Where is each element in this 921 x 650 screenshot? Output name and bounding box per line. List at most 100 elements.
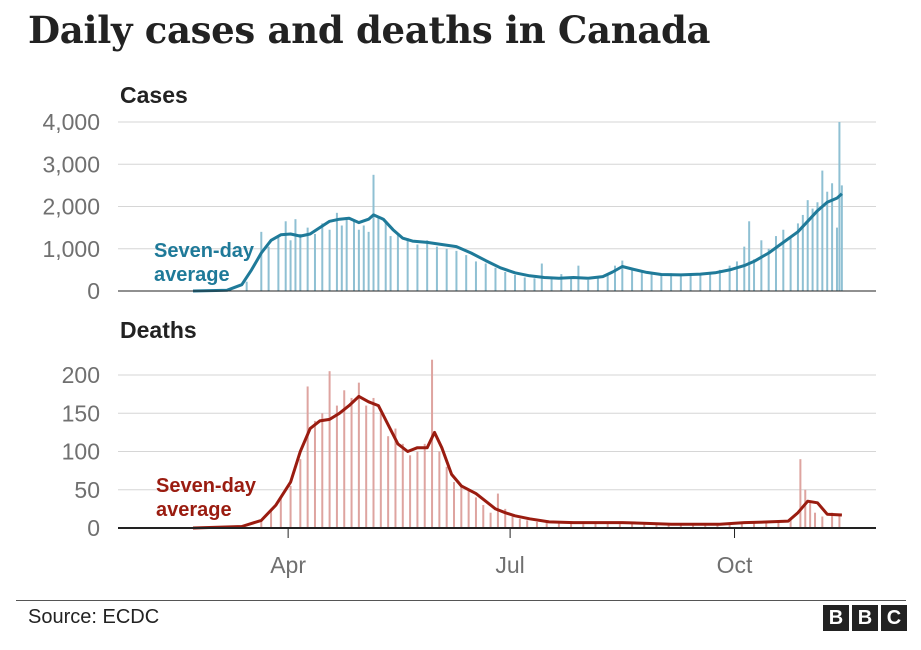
deaths-daily-bar	[526, 520, 529, 528]
cases-daily-bar	[801, 214, 804, 291]
cases-daily-bar	[313, 233, 316, 291]
deaths-daily-bar	[518, 518, 521, 528]
cases-daily-bar	[587, 280, 590, 291]
deaths-daily-bar	[789, 518, 792, 528]
cases-daily-bar	[728, 265, 731, 291]
cases-daily-bar	[670, 273, 673, 291]
source-note: Source: ECDC	[28, 606, 160, 628]
x-axis: Apr Jul Oct	[270, 529, 753, 578]
cases-daily-bar	[679, 276, 682, 291]
cases-daily-bar	[782, 229, 785, 291]
cases-daily-bar	[826, 191, 829, 291]
cases-daily-bar	[389, 236, 392, 291]
deaths-daily-bar	[260, 520, 263, 528]
charts-svg: Cases01,0002,0003,0004,000Seven-dayavera…	[42, 82, 876, 578]
cases-daily-bar	[306, 227, 309, 291]
bbc-logo: B B C	[823, 605, 907, 631]
deaths-daily-bar	[394, 428, 397, 528]
cases-daily-bar	[796, 223, 799, 291]
logo-letter: B	[852, 605, 878, 631]
deaths-daily-bar	[831, 512, 834, 528]
cases-annotation-label: Seven-day	[154, 240, 255, 262]
deaths-daily-bar	[335, 405, 338, 528]
x-tick-label: Apr	[270, 552, 306, 578]
cases-daily-bar	[640, 271, 643, 291]
deaths-daily-bar	[814, 512, 817, 528]
cases-y-tick-label: 2,000	[42, 194, 100, 220]
cases-daily-bar	[352, 221, 355, 291]
deaths-daily-bar	[777, 520, 780, 528]
deaths-y-tick-label: 200	[62, 362, 100, 388]
cases-panel: Cases 0 1,000 2,000 3,000 4,000 Seven-dayavera…	[42, 82, 876, 304]
cases-daily-bar	[345, 217, 348, 291]
deaths-daily-bar	[838, 514, 841, 528]
cases-daily-bar	[821, 170, 824, 291]
cases-daily-bar	[465, 255, 468, 291]
cases-y-tick-label: 1,000	[42, 236, 100, 262]
cases-daily-bar	[835, 227, 838, 291]
cases-daily-bar	[335, 212, 338, 291]
deaths-daily-bar	[270, 508, 273, 528]
cases-daily-bar	[426, 240, 429, 291]
footer-rule	[16, 600, 906, 601]
deaths-daily-bar	[299, 459, 302, 528]
deaths-daily-bar	[350, 397, 353, 528]
cases-daily-bar	[650, 273, 653, 291]
cases-daily-bar	[435, 246, 438, 291]
cases-daily-bar	[340, 225, 343, 291]
cases-daily-bar	[289, 240, 292, 291]
cases-daily-bar	[384, 221, 387, 291]
deaths-y-tick-label: 0	[87, 515, 100, 541]
deaths-daily-bar	[328, 371, 331, 528]
cases-daily-bar	[372, 174, 375, 291]
cases-daily-bar	[321, 223, 324, 291]
deaths-daily-bar	[728, 523, 731, 528]
cases-annotation-label: average	[154, 264, 230, 286]
deaths-daily-bar	[557, 521, 560, 528]
cases-daily-bar	[718, 269, 721, 291]
deaths-daily-bar	[740, 522, 743, 528]
deaths-annotation-label: average	[156, 499, 232, 521]
deaths-daily-bar	[289, 485, 292, 528]
deaths-annotation-label: Seven-day	[156, 475, 257, 497]
deaths-daily-bar	[279, 497, 282, 528]
cases-daily-bar	[570, 278, 573, 291]
cases-daily-bar	[367, 231, 370, 291]
cases-y-tick-label: 0	[87, 278, 100, 304]
cases-daily-bar	[523, 277, 526, 291]
cases-daily-bar	[806, 200, 809, 291]
deaths-daily-bar	[535, 521, 538, 528]
cases-daily-bar	[284, 221, 287, 291]
deaths-daily-bar	[343, 390, 346, 528]
deaths-daily-bar	[387, 436, 390, 528]
deaths-daily-bar	[618, 524, 621, 528]
cases-daily-bar	[299, 233, 302, 291]
cases-daily-bar	[689, 274, 692, 291]
deaths-daily-bar	[467, 489, 470, 528]
cases-seven-day-average-line	[192, 192, 843, 293]
cases-daily-bar	[377, 217, 380, 291]
chart-title: Daily cases and deaths in Canada	[28, 8, 711, 52]
deaths-daily-bar	[416, 451, 419, 528]
deaths-daily-bar	[431, 359, 434, 528]
deaths-daily-bar	[313, 420, 316, 528]
deaths-daily-bar	[631, 523, 634, 528]
cases-daily-bar	[328, 229, 331, 291]
cases-daily-bar	[767, 248, 770, 291]
cases-panel-title: Cases	[120, 82, 188, 108]
cases-y-tick-label: 4,000	[42, 109, 100, 135]
cases-daily-bar	[357, 229, 360, 291]
cases-daily-bar	[760, 240, 763, 291]
cases-daily-bar	[831, 183, 834, 291]
deaths-daily-bar	[511, 516, 514, 528]
deaths-daily-bar	[582, 524, 585, 528]
deaths-daily-bar	[409, 455, 412, 528]
deaths-daily-bar	[809, 501, 812, 528]
cases-daily-bar	[753, 259, 756, 291]
cases-daily-bar	[613, 265, 616, 291]
deaths-daily-bar	[821, 516, 824, 528]
deaths-daily-bar	[804, 489, 807, 528]
cases-daily-bar	[294, 219, 297, 291]
deaths-daily-bar	[643, 524, 646, 528]
cases-daily-bar	[396, 233, 399, 291]
